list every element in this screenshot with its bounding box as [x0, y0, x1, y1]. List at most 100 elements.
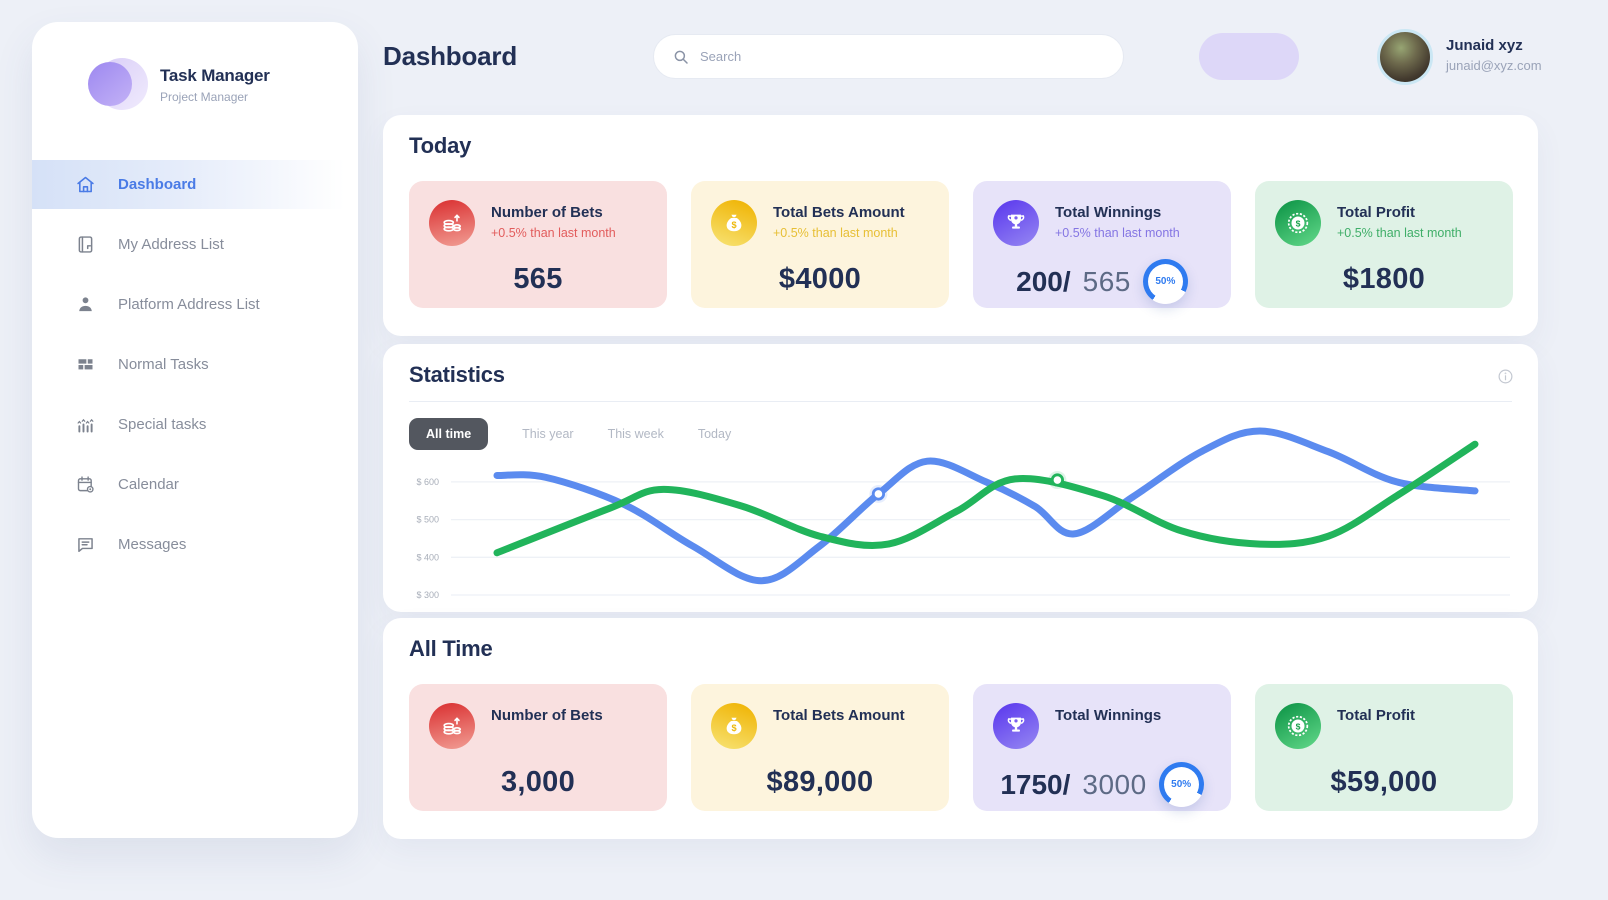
alltime-total-winnings-card: Total Winnings 1750/3000 50%	[973, 684, 1231, 811]
card-subtitle: +0.5% than last month	[491, 226, 616, 240]
card-value: $1800	[1342, 263, 1426, 295]
trophy-icon	[993, 200, 1039, 246]
chart-bars-icon	[77, 418, 94, 433]
today-section-title: Today	[409, 133, 472, 158]
y-axis-tick-label: $ 500	[416, 515, 439, 525]
sidebar-item-label: Platform Address List	[118, 296, 260, 313]
sidebar-item-platform-address-list[interactable]: Platform Address List	[32, 280, 358, 329]
card-value-total: 3000	[1082, 768, 1147, 800]
user-meta[interactable]: Junaid xyz junaid@xyz.com	[1446, 37, 1542, 73]
card-value: 565	[513, 263, 563, 295]
coins-up-icon	[429, 703, 475, 749]
today-cards: Number of Bets +0.5% than last month 565…	[409, 181, 1513, 308]
grid-icon	[78, 359, 93, 370]
today-total-winnings-card: Total Winnings +0.5% than last month 200…	[973, 181, 1231, 308]
tab-this-week[interactable]: This week	[607, 427, 664, 441]
sidebar-nav: Dashboard My Address List Platform Addre…	[32, 160, 358, 569]
series-blue-line	[493, 427, 1479, 585]
card-title: Total Winnings	[1055, 707, 1162, 724]
progress-label: 50%	[1147, 264, 1183, 299]
all-time-section: All Time Number of Bets 3,000 $ T	[383, 618, 1538, 839]
sidebar-item-label: Calendar	[118, 476, 179, 493]
tab-today[interactable]: Today	[697, 427, 732, 441]
person-icon	[79, 297, 92, 312]
sidebar: Task Manager Project Manager Dashboard M…	[32, 22, 358, 838]
chart-marker-dot	[871, 487, 886, 501]
y-axis-tick-label: $ 600	[416, 477, 439, 487]
y-axis-tick-label: $ 400	[416, 552, 439, 562]
card-title: Number of Bets	[491, 707, 603, 724]
sidebar-item-label: Normal Tasks	[118, 356, 209, 373]
sidebar-item-label: Messages	[118, 536, 187, 553]
card-subtitle: +0.5% than last month	[1337, 226, 1462, 240]
sidebar-item-label: Dashboard	[118, 176, 197, 193]
sidebar-item-messages[interactable]: Messages	[32, 520, 358, 569]
info-icon[interactable]	[1497, 368, 1514, 385]
card-title: Total Winnings	[1055, 204, 1162, 221]
trophy-icon	[993, 703, 1039, 749]
search-input[interactable]	[700, 49, 1090, 64]
tab-this-year[interactable]: This year	[522, 427, 574, 441]
y-axis-tick-label: $ 300	[416, 590, 439, 600]
sidebar-item-label: My Address List	[118, 236, 224, 253]
brand-title: Task Manager	[160, 66, 270, 85]
page-title: Dashboard	[383, 41, 518, 71]
statistics-section: Statistics All time This year This week …	[383, 344, 1538, 612]
sidebar-item-my-address-list[interactable]: My Address List	[32, 220, 358, 269]
header-pill-button[interactable]	[1199, 33, 1299, 80]
alltime-total-profit-card: $ Total Profit $59,000	[1255, 684, 1513, 811]
search-icon	[674, 50, 688, 64]
user-email: junaid@xyz.com	[1446, 58, 1542, 73]
series-green-line	[493, 440, 1479, 557]
message-icon	[78, 538, 93, 552]
sidebar-item-special-tasks[interactable]: Special tasks	[32, 400, 358, 449]
sidebar-item-label: Special tasks	[118, 416, 207, 433]
statistics-tabs: All time This year This week Today	[409, 418, 731, 450]
card-value-main: 200/	[1016, 265, 1071, 297]
progress-ring: 50%	[1158, 762, 1204, 807]
all-time-section-title: All Time	[409, 636, 493, 661]
home-icon	[77, 176, 94, 193]
divider	[409, 401, 1512, 402]
svg-text:$: $	[731, 220, 736, 230]
alltime-total-bets-amount-card: $ Total Bets Amount $89,000	[691, 684, 949, 811]
user-name: Junaid xyz	[1446, 37, 1523, 54]
svg-text:$: $	[731, 723, 736, 733]
card-title: Number of Bets	[491, 204, 603, 221]
search-bar[interactable]	[653, 34, 1124, 79]
coin-dollar-icon: $	[1275, 703, 1321, 749]
card-value: $4000	[778, 263, 862, 295]
today-total-profit-card: $ Total Profit +0.5% than last month $18…	[1255, 181, 1513, 308]
card-title: Total Bets Amount	[773, 204, 905, 221]
today-section: Today Number of Bets +0.5% than last mon…	[383, 115, 1538, 336]
card-title: Total Profit	[1337, 707, 1416, 724]
alltime-number-of-bets-card: Number of Bets 3,000	[409, 684, 667, 811]
today-number-of-bets-card: Number of Bets +0.5% than last month 565	[409, 181, 667, 308]
sidebar-item-dashboard[interactable]: Dashboard	[32, 160, 358, 209]
user-avatar[interactable]	[1377, 29, 1433, 85]
header: Dashboard Junaid xyz junaid@xyz.com	[383, 28, 1542, 88]
coin-dollar-icon: $	[1275, 200, 1321, 246]
card-value: $59,000	[1330, 766, 1438, 798]
progress-ring: 50%	[1142, 259, 1188, 304]
all-time-cards: Number of Bets 3,000 $ Total Bets Amount…	[409, 684, 1513, 811]
coins-up-icon	[429, 200, 475, 246]
progress-label: 50%	[1163, 767, 1199, 802]
card-title: Total Bets Amount	[773, 707, 905, 724]
svg-text:$: $	[1296, 218, 1301, 228]
statistics-section-title: Statistics	[409, 362, 505, 387]
calendar-icon	[77, 476, 94, 493]
tab-all-time[interactable]: All time	[409, 418, 489, 450]
money-bag-icon: $	[711, 200, 757, 246]
money-bag-icon: $	[711, 703, 757, 749]
brand-subtitle: Project Manager	[160, 90, 249, 104]
card-value: $89,000	[766, 766, 874, 798]
card-value: 3,000	[500, 766, 576, 798]
chart-marker-dot	[1050, 473, 1064, 487]
sidebar-item-normal-tasks[interactable]: Normal Tasks	[32, 340, 358, 389]
card-value-main: 1750/	[1000, 768, 1071, 800]
sidebar-item-calendar[interactable]: Calendar	[32, 460, 358, 509]
card-value-total: 565	[1082, 265, 1131, 297]
card-subtitle: +0.5% than last month	[773, 226, 898, 240]
svg-text:$: $	[1296, 721, 1301, 731]
